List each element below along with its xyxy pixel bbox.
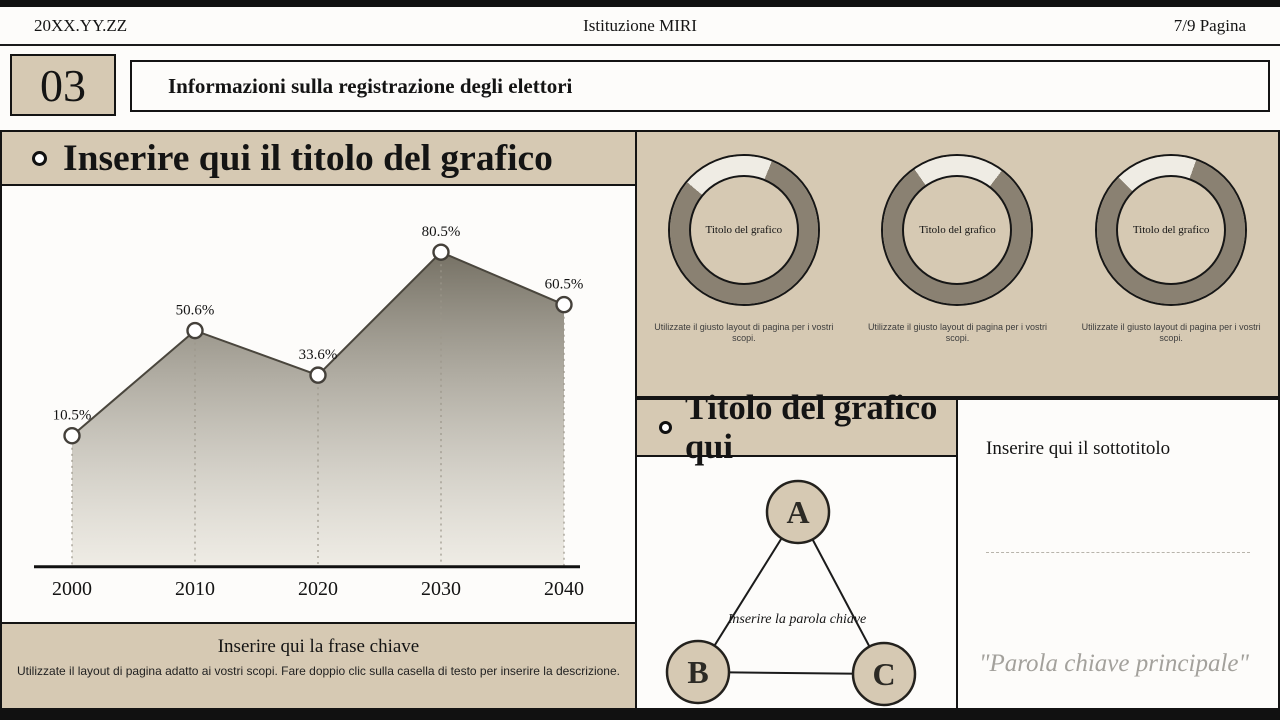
subtitle-text: Inserire qui il sottotitolo xyxy=(986,438,1171,459)
header: 20XX.YY.ZZ Istituzione MIRI 7/9 Pagina xyxy=(0,7,1280,46)
chart-data-label: 50.6% xyxy=(176,302,215,318)
chart-data-label: 33.6% xyxy=(299,347,338,363)
bullet-circle-icon xyxy=(32,150,47,166)
diagram-center-label: Inserire la parola chiave xyxy=(727,612,867,627)
chart-data-label: 60.5% xyxy=(545,277,584,293)
chart-x-label: 2040 xyxy=(544,578,584,600)
diagram-node-a xyxy=(765,479,831,545)
donut-title: Titolo del grafico xyxy=(705,224,783,236)
section-number-box: 03 xyxy=(10,54,116,116)
diagram-title: Titolo del grafico qui xyxy=(685,388,938,466)
donut-center-label: Titolo del grafico xyxy=(688,175,799,285)
donut-center-label: Titolo del grafico xyxy=(902,175,1013,285)
subtitle-panel: Inserire qui il sottotitolo "Parola chia… xyxy=(956,398,1280,710)
chart-area-fill xyxy=(72,252,564,567)
diagram-panel: Titolo del grafico qui A B C Inserire la… xyxy=(635,389,958,710)
top-border-strip xyxy=(0,0,1280,7)
key-phrase-description: Utilizzate il layout di pagina adatto ai… xyxy=(17,664,620,678)
dotted-divider xyxy=(986,552,1250,553)
donut-ring-chart: Titolo del grafico xyxy=(667,154,820,306)
chart-data-label: 10.5% xyxy=(53,408,92,424)
chart-x-label: 2020 xyxy=(298,578,338,600)
diagram-node-label-c: C xyxy=(872,656,895,692)
donut-ring-chart: Titolo del grafico xyxy=(1095,154,1248,306)
donut-title: Titolo del grafico xyxy=(919,224,996,236)
area-chart-svg: 10.5% 2000 50.6% 2010 33.6% 2020 80.5% 2030 60.5… xyxy=(34,224,584,600)
donut-caption: Utilizzate il giusto layout di pagina pe… xyxy=(654,322,834,344)
chart-section-header: Inserire qui il titolo del grafico xyxy=(2,132,635,186)
diagram-panel-header: Titolo del grafico qui xyxy=(637,389,956,466)
chart-title: Inserire qui il titolo del grafico xyxy=(63,137,553,179)
diagram-node-c xyxy=(851,641,917,707)
donut-chart-3: Titolo del grafico Utilizzate il giusto … xyxy=(1071,154,1271,345)
header-title: Istituzione MIRI xyxy=(583,15,697,35)
bottom-border-strip xyxy=(0,710,1280,720)
chart-data-label: 80.5% xyxy=(422,224,461,240)
chart-x-label: 2000 xyxy=(52,578,92,600)
key-phrase-text: Inserire qui la frase chiave xyxy=(217,636,420,657)
diagram-node-label-b: B xyxy=(687,654,708,690)
donut-caption: Utilizzate il giusto layout di pagina pe… xyxy=(1081,322,1261,344)
header-date: 20XX.YY.ZZ xyxy=(34,15,128,35)
chart-marker xyxy=(555,295,573,314)
donut-title: Titolo del grafico xyxy=(1132,224,1210,236)
chart-marker xyxy=(186,321,204,340)
donut-ring-chart: Titolo del grafico xyxy=(881,154,1034,306)
bullet-circle-icon xyxy=(659,421,672,434)
chart-marker xyxy=(432,243,450,261)
donut-chart-1: Titolo del grafico Utilizzate il giusto … xyxy=(644,154,844,345)
triangle-diagram: A B C Inserire la parola chiave xyxy=(637,457,956,708)
key-phrase-box: Inserire qui la frase chiave Utilizzate … xyxy=(2,622,635,708)
section-title-text: Informazioni sulla registrazione degli e… xyxy=(168,73,573,98)
chart-marker xyxy=(63,427,81,445)
chart-section: Inserire qui il titolo del grafico 10.5%… xyxy=(0,130,637,710)
diagram-node-label-a: A xyxy=(786,494,809,530)
donut-caption: Utilizzate il giusto layout di pagina pe… xyxy=(867,322,1048,344)
area-chart: 10.5% 2000 50.6% 2010 33.6% 2020 80.5% 2030 60.5… xyxy=(2,186,635,622)
chart-x-label: 2010 xyxy=(175,578,215,600)
donut-center-label: Titolo del grafico xyxy=(1116,175,1227,285)
triangle-diagram-svg: A B C Inserire la parola chiave xyxy=(665,479,917,707)
chart-x-label: 2030 xyxy=(421,578,461,600)
donut-chart-2: Titolo del grafico Utilizzate il giusto … xyxy=(857,154,1057,345)
donut-panel: Titolo del grafico Utilizzate il giusto … xyxy=(635,130,1280,398)
main-keyword-text: "Parola chiave principale" xyxy=(978,650,1249,677)
header-page-number: 7/9 Pagina xyxy=(1173,15,1246,35)
chart-marker xyxy=(309,366,327,384)
section-title-box: Informazioni sulla registrazione degli e… xyxy=(130,60,1270,112)
diagram-node-b xyxy=(665,639,731,705)
